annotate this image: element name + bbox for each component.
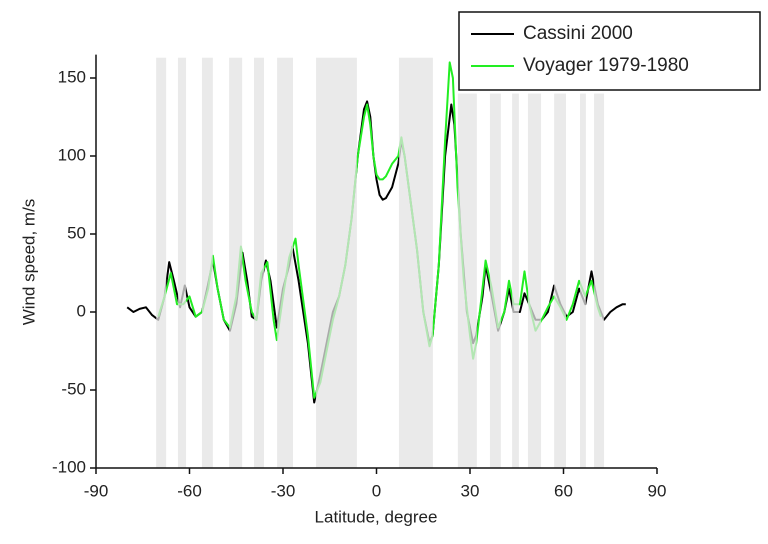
shaded-band bbox=[229, 57, 243, 468]
x-tick-label: -90 bbox=[84, 481, 109, 500]
shaded-band bbox=[277, 57, 293, 468]
shaded-band bbox=[316, 57, 357, 468]
legend-label: Voyager 1979-1980 bbox=[523, 55, 689, 76]
shaded-band bbox=[489, 93, 501, 468]
y-tick-label: 50 bbox=[67, 223, 86, 242]
shaded-band bbox=[512, 93, 519, 468]
x-tick-label: -30 bbox=[271, 481, 296, 500]
y-tick-label: -50 bbox=[61, 379, 86, 398]
y-tick-label: -100 bbox=[52, 457, 86, 476]
x-tick-label: 60 bbox=[554, 481, 573, 500]
y-tick-label: 100 bbox=[58, 145, 86, 164]
x-tick-label: 0 bbox=[372, 481, 381, 500]
shaded-band bbox=[398, 57, 433, 468]
shaded-band bbox=[156, 57, 167, 468]
shaded-band bbox=[580, 93, 586, 468]
shaded-band bbox=[594, 93, 605, 468]
legend-label: Cassini 2000 bbox=[523, 23, 633, 44]
x-tick-label: -60 bbox=[177, 481, 202, 500]
y-axis-label: Wind speed, m/s bbox=[19, 199, 38, 326]
x-tick-label: 90 bbox=[648, 481, 667, 500]
shaded-band bbox=[554, 93, 566, 468]
shaded-band bbox=[457, 93, 477, 468]
shaded-band bbox=[527, 93, 542, 468]
shaded-band bbox=[201, 57, 213, 468]
x-axis-label: Latitude, degree bbox=[315, 507, 438, 526]
legend-box bbox=[458, 11, 761, 91]
y-tick-label: 0 bbox=[77, 301, 86, 320]
shaded-band bbox=[254, 57, 264, 468]
shaded-band bbox=[177, 57, 187, 468]
y-tick-label: 150 bbox=[58, 67, 86, 86]
x-tick-label: 30 bbox=[461, 481, 480, 500]
